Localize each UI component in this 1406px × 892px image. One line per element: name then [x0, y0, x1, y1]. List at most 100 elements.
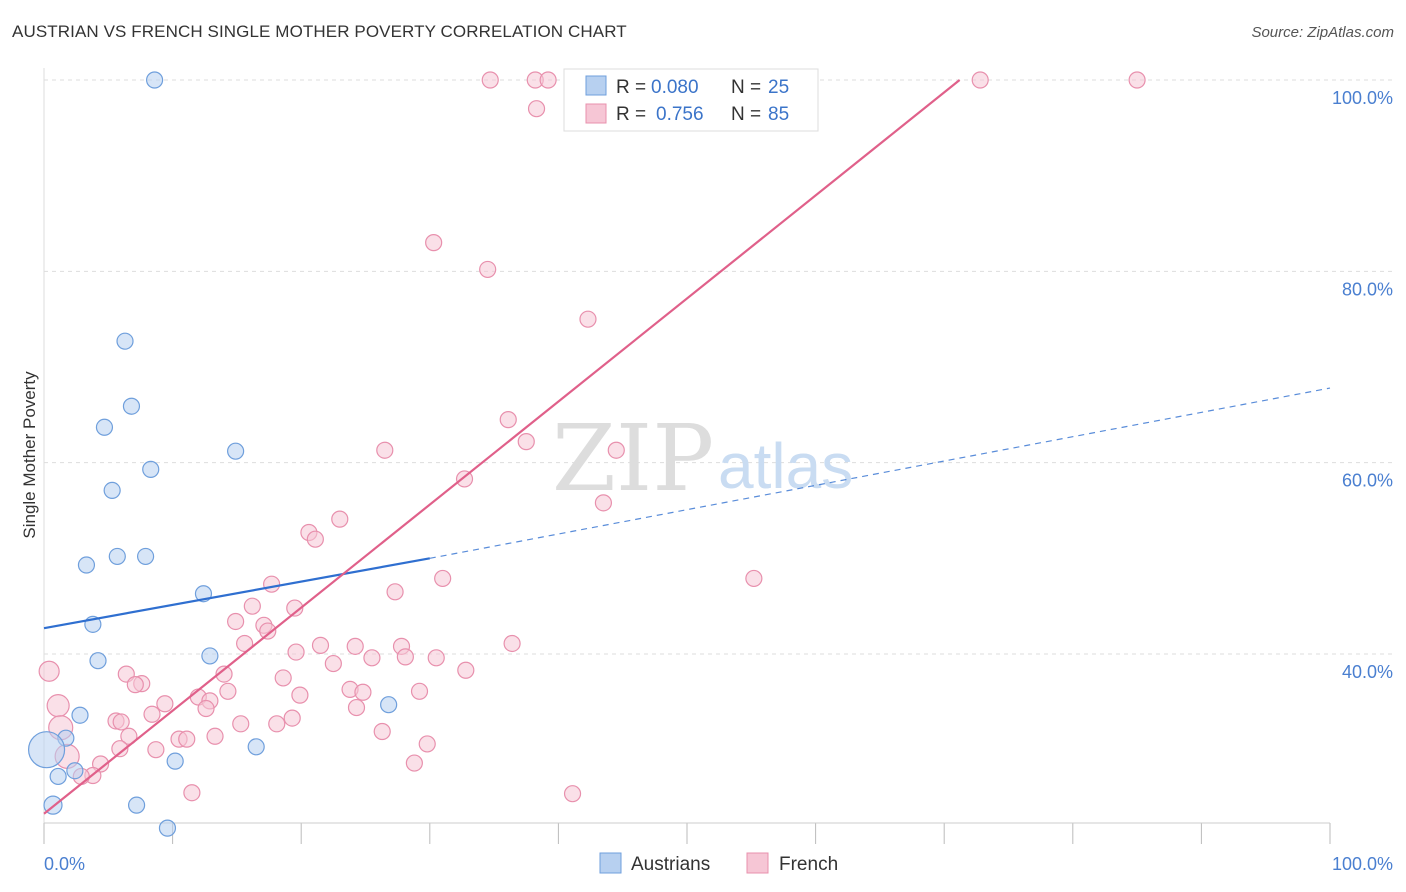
french-point-62	[347, 698, 366, 717]
austrians-trendline	[43, 557, 430, 630]
french-point-64	[283, 709, 301, 727]
trendlines	[43, 79, 1331, 815]
austrian-point-12	[89, 652, 107, 670]
french-point-49	[274, 669, 292, 687]
french-point-45	[457, 661, 475, 679]
austrian-point-23	[127, 796, 146, 814]
french-point-43	[427, 649, 445, 667]
french-point-34	[503, 634, 521, 653]
legend-n-value-austrians: 25	[768, 77, 789, 98]
french-point-70	[373, 722, 391, 741]
austrian-point-7	[108, 547, 126, 566]
french-point-26	[745, 569, 763, 588]
french-point-66	[112, 713, 130, 731]
french-point-14	[425, 234, 443, 252]
austrian-point-19	[66, 762, 84, 780]
legend-r-value-french: 0.756	[656, 104, 704, 125]
french-point-16	[579, 310, 597, 328]
y-tick-label-2: 80.0%	[1342, 279, 1393, 299]
chart-title: AUSTRIAN VS FRENCH SINGLE MOTHER POVERTY…	[12, 22, 627, 41]
french-point-75	[418, 735, 436, 753]
austrian-point-3	[95, 418, 114, 436]
y-tick-label-0: 40.0%	[1342, 662, 1393, 682]
french-point-30	[243, 597, 261, 615]
french-point-19	[376, 441, 394, 459]
french-trendline	[43, 79, 961, 815]
austrian-points	[27, 71, 398, 837]
y-tick-label-3: 100.0%	[1332, 88, 1393, 108]
french-point-15	[479, 260, 497, 279]
bottom-legend-label-austrians: Austrians	[631, 854, 710, 875]
austrian-point-21	[380, 696, 398, 714]
french-point-79	[405, 754, 423, 772]
french-point-23	[331, 510, 349, 528]
y-axis-label: Single Mother Poverty	[20, 371, 39, 539]
french-point-44	[324, 654, 342, 673]
french-point-67	[232, 715, 250, 733]
french-point-55	[410, 682, 429, 700]
french-point-83	[183, 784, 201, 802]
french-point-54	[354, 683, 372, 701]
french-point-29	[386, 583, 404, 601]
legend-r-value-austrians: 0.080	[651, 77, 699, 98]
french-point-17	[499, 411, 517, 429]
french-point-42	[396, 648, 414, 666]
x-tick-label-0: 0.0%	[44, 854, 85, 874]
french-point-68	[268, 715, 286, 733]
austrian-point-4	[142, 460, 160, 478]
austrian-point-6	[103, 481, 121, 500]
french-point-25	[306, 530, 324, 548]
french-point-2	[539, 71, 557, 89]
y-tick-label-1: 60.0%	[1342, 471, 1393, 491]
legend-swatch-french	[585, 103, 607, 124]
french-point-20	[607, 441, 625, 459]
french-point-31	[286, 599, 304, 617]
french-point-72	[206, 727, 224, 745]
austrian-point-5	[227, 442, 245, 460]
french-point-35	[259, 622, 277, 640]
french-point-41	[363, 649, 381, 667]
austrian-point-17	[247, 738, 265, 756]
french-point-74	[178, 730, 196, 748]
legend-n-label-french: N =	[731, 104, 761, 125]
french-point-63	[143, 705, 161, 723]
french-point-28	[434, 569, 452, 588]
legend-r-label-french: R =	[616, 104, 646, 125]
french-points	[38, 71, 1146, 803]
bottom-legend-label-french: French	[779, 854, 838, 875]
french-point-71	[120, 727, 138, 745]
french-point-11	[971, 71, 989, 89]
french-point-53	[219, 682, 237, 700]
french-point-76	[111, 740, 129, 758]
legend-r-label-austrians: R =	[616, 77, 646, 98]
bottom-legend-swatch-french	[746, 852, 769, 874]
austrian-point-0	[145, 71, 164, 89]
austrians-trendline-extension	[429, 387, 1331, 559]
french-point-51	[126, 676, 144, 694]
french-point-32	[227, 612, 245, 631]
french-point-48	[215, 665, 233, 683]
french-point-13	[527, 100, 546, 118]
austrian-point-9	[77, 556, 96, 574]
tick-labels: 40.0% 60.0% 80.0% 100.0% 0.0% 100.0%	[44, 88, 1393, 874]
french-point-40	[287, 643, 305, 661]
austrian-point-24	[158, 819, 177, 837]
austrian-point-16	[27, 731, 66, 769]
french-point-37	[311, 636, 330, 654]
watermark-zip: ZIP	[552, 405, 714, 512]
french-point-84	[563, 785, 582, 803]
source-label: Source: ZipAtlas.com	[1251, 24, 1394, 41]
french-point-18	[517, 433, 535, 451]
legend-swatch-austrians	[585, 75, 607, 96]
french-point-12	[1128, 71, 1146, 89]
austrian-point-14	[71, 706, 89, 724]
austrian-point-2	[122, 397, 141, 415]
stats-legend: R = 0.080 N = 25 R = 0.756 N = 85	[563, 68, 819, 132]
watermark: ZIP atlas	[552, 405, 853, 512]
series-legend: Austrians French	[599, 852, 838, 875]
french-point-27	[263, 575, 281, 593]
french-point-61	[197, 699, 215, 718]
austrian-point-8	[136, 547, 155, 566]
french-point-57	[291, 686, 309, 704]
